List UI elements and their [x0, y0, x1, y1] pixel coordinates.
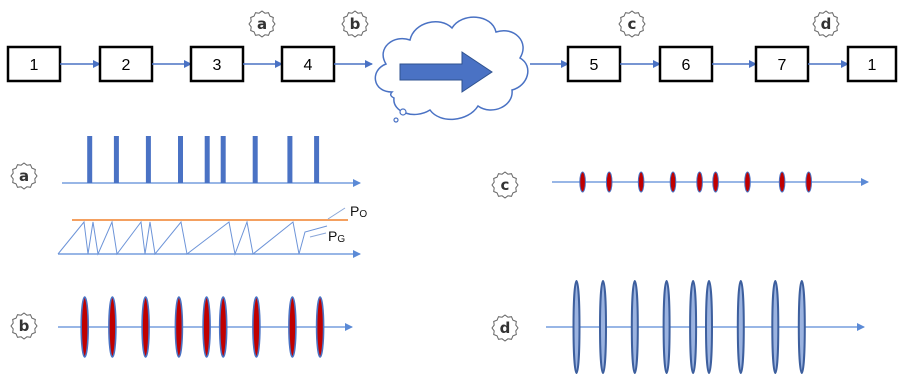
pulse-ellipse: [288, 296, 297, 358]
pulse-ellipse: [630, 280, 639, 374]
pg-label: PG: [328, 228, 345, 245]
pulse-train-b: [80, 296, 325, 358]
stage-label: 1: [30, 57, 39, 74]
pulse-ellipse: [599, 280, 607, 374]
pulse-ellipse: [771, 280, 780, 374]
pulse-bar: [252, 136, 258, 183]
pulse-ellipse: [696, 171, 703, 193]
pg-leader-line: [309, 232, 327, 238]
marker-badges: a b c d a b c d: [10, 10, 840, 342]
pulse-bar: [204, 136, 210, 183]
pipeline-right: 5 6 7 1: [530, 45, 898, 83]
pulse-bar: [87, 136, 93, 183]
pulse-ellipse: [736, 280, 745, 374]
pulse-bar: [178, 136, 183, 183]
pulse-ellipse: [797, 280, 806, 374]
pulse-ellipse: [108, 296, 117, 358]
panel-badge-a: a: [10, 162, 38, 190]
stage-box-6: 6: [658, 45, 714, 83]
pulse-ellipse: [669, 171, 677, 193]
stage-box-1: 1: [6, 45, 62, 83]
pulse-ellipse: [80, 296, 89, 358]
stage-label: 4: [304, 57, 313, 74]
pulse-ellipse: [315, 296, 325, 358]
panel-badge-c-text: c: [501, 176, 510, 194]
pulse-ellipse: [637, 171, 645, 193]
stage-label: 2: [122, 57, 131, 74]
marker-badge-b: b: [341, 10, 369, 38]
pulse-bar: [220, 136, 226, 183]
po-leader-line: [327, 207, 346, 220]
pulse-ellipse: [744, 171, 751, 193]
pulse-ellipse: [579, 171, 586, 193]
pulse-ellipse: [712, 171, 719, 193]
panel-c: [552, 171, 869, 193]
pulse-ellipse: [778, 171, 786, 193]
panel-a: PO PG: [57, 136, 367, 258]
stage-label: 6: [682, 57, 691, 74]
panel-badge-a-text: a: [19, 167, 29, 185]
marker-badge-d-text: d: [821, 15, 832, 33]
stage-box-5: 5: [566, 45, 622, 83]
stage-box-8: 1: [846, 45, 898, 83]
stage-label: 5: [590, 57, 599, 74]
pulse-ellipse: [572, 280, 581, 374]
pulse-train-c: [579, 171, 813, 193]
stage-box-3: 3: [189, 45, 245, 83]
panel-d: [546, 280, 865, 374]
pulse-ellipse: [705, 280, 713, 374]
stage-label: 3: [213, 57, 222, 74]
panel-badge-c: c: [491, 171, 519, 199]
panel-badge-b-text: b: [19, 317, 30, 335]
panel-badge-d: d: [491, 314, 519, 342]
pulse-ellipse: [689, 280, 698, 374]
panel-badge-b: b: [10, 312, 38, 340]
marker-badge-a-text: a: [257, 15, 267, 33]
pulse-ellipse: [218, 296, 228, 358]
pulse-ellipse: [805, 171, 813, 193]
marker-badge-c: c: [618, 10, 646, 38]
pulse-bar: [314, 136, 320, 183]
pulse-bar: [113, 136, 119, 183]
stage-label: 1: [868, 57, 877, 74]
pulse-ellipse: [252, 296, 261, 358]
marker-badge-b-text: b: [350, 15, 361, 33]
pulse-ellipse: [141, 296, 150, 358]
pulse-bar: [287, 136, 293, 183]
marker-badge-c-text: c: [628, 15, 637, 33]
stage-box-4: 4: [280, 45, 336, 83]
right-arrow-icon: [399, 51, 493, 93]
panel-b: [58, 296, 353, 358]
pipeline-left: 1 2 3 4: [6, 45, 373, 83]
pulse-train-a: [87, 136, 320, 183]
pulse-bar: [145, 136, 151, 183]
stage-label: 7: [778, 57, 787, 74]
pulse-ellipse: [605, 171, 613, 193]
po-label: PO: [350, 203, 367, 220]
gain-sawtooth-curve: [57, 220, 328, 256]
pulse-ellipse: [202, 296, 211, 358]
cloud-shape: [374, 16, 529, 123]
stage-box-7: 7: [754, 45, 810, 83]
panel-badge-d-text: d: [500, 319, 511, 337]
marker-badge-d: d: [812, 10, 840, 38]
stage-box-2: 2: [98, 45, 154, 83]
pulse-ellipse: [174, 296, 184, 358]
marker-badge-a: a: [248, 10, 276, 38]
pulse-ellipse: [662, 280, 671, 374]
pulse-train-d: [572, 280, 806, 374]
